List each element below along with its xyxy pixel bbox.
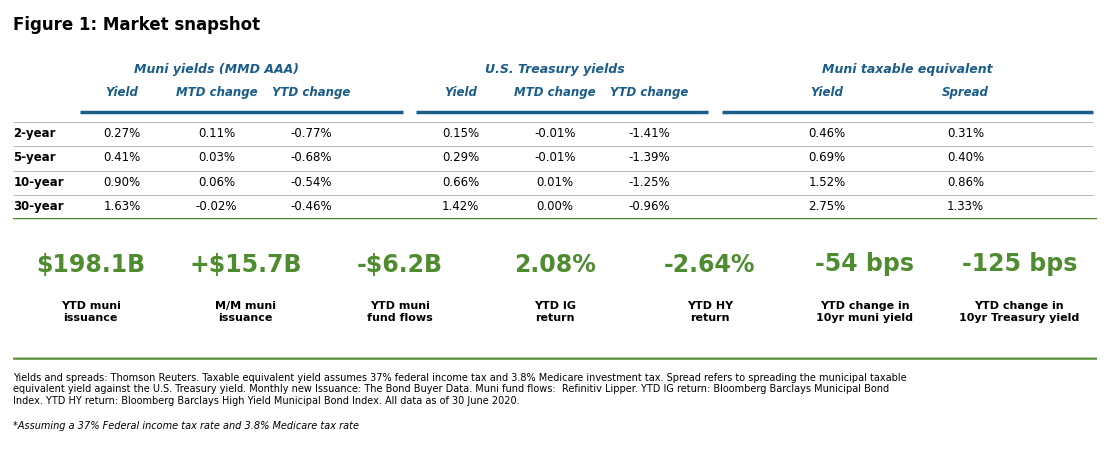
- Text: 0.69%: 0.69%: [808, 151, 846, 164]
- Text: YTD change in
10yr muni yield: YTD change in 10yr muni yield: [816, 301, 914, 322]
- Text: 10-year: 10-year: [13, 175, 64, 188]
- Text: -54 bps: -54 bps: [815, 252, 914, 276]
- Text: -0.02%: -0.02%: [195, 200, 238, 213]
- Text: Yield: Yield: [105, 86, 139, 99]
- Text: YTD change: YTD change: [272, 86, 350, 99]
- Text: -0.77%: -0.77%: [290, 127, 332, 140]
- Text: 0.15%: 0.15%: [442, 127, 480, 140]
- Text: 1.63%: 1.63%: [103, 200, 141, 213]
- Text: 1.42%: 1.42%: [442, 200, 480, 213]
- Text: MTD change: MTD change: [175, 86, 258, 99]
- Text: 0.40%: 0.40%: [947, 151, 985, 164]
- Text: MTD change: MTD change: [514, 86, 596, 99]
- Text: YTD muni
issuance: YTD muni issuance: [61, 301, 121, 322]
- Text: 1.52%: 1.52%: [808, 175, 846, 188]
- Text: Muni taxable equivalent: Muni taxable equivalent: [823, 63, 992, 76]
- Text: 2.08%: 2.08%: [514, 252, 596, 276]
- Text: -2.64%: -2.64%: [664, 252, 756, 276]
- Text: -1.39%: -1.39%: [628, 151, 670, 164]
- Text: 0.66%: 0.66%: [442, 175, 480, 188]
- Text: -0.46%: -0.46%: [290, 200, 332, 213]
- Text: *Assuming a 37% Federal income tax rate and 3.8% Medicare tax rate: *Assuming a 37% Federal income tax rate …: [13, 420, 360, 430]
- Text: 2-year: 2-year: [13, 127, 56, 140]
- Text: -1.41%: -1.41%: [628, 127, 670, 140]
- Text: 0.03%: 0.03%: [198, 151, 235, 164]
- Text: Yield: Yield: [810, 86, 844, 99]
- Text: 0.46%: 0.46%: [808, 127, 846, 140]
- Text: 30-year: 30-year: [13, 200, 64, 213]
- Text: -0.01%: -0.01%: [534, 151, 576, 164]
- Text: YTD change: YTD change: [610, 86, 688, 99]
- Text: -1.25%: -1.25%: [628, 175, 670, 188]
- Text: 0.90%: 0.90%: [103, 175, 141, 188]
- Text: 0.29%: 0.29%: [442, 151, 480, 164]
- Text: YTD change in
10yr Treasury yield: YTD change in 10yr Treasury yield: [959, 301, 1079, 322]
- Text: +$15.7B: +$15.7B: [189, 252, 302, 276]
- Text: -0.01%: -0.01%: [534, 127, 576, 140]
- Text: M/M muni
issuance: M/M muni issuance: [215, 301, 276, 322]
- Text: 0.11%: 0.11%: [198, 127, 235, 140]
- Text: Yields and spreads: Thomson Reuters. Taxable equivalent yield assumes 37% federa: Yields and spreads: Thomson Reuters. Tax…: [13, 372, 907, 405]
- Text: YTD IG
return: YTD IG return: [534, 301, 576, 322]
- Text: YTD HY
return: YTD HY return: [687, 301, 733, 322]
- Text: -$6.2B: -$6.2B: [357, 252, 443, 276]
- FancyBboxPatch shape: [0, 219, 1110, 359]
- Text: -0.54%: -0.54%: [290, 175, 332, 188]
- Text: Spread: Spread: [942, 86, 989, 99]
- Text: -0.68%: -0.68%: [290, 151, 332, 164]
- Text: Muni yields (MMD AAA): Muni yields (MMD AAA): [134, 63, 299, 76]
- Text: 0.86%: 0.86%: [947, 175, 985, 188]
- Text: YTD muni
fund flows: YTD muni fund flows: [367, 301, 433, 322]
- Text: 0.27%: 0.27%: [103, 127, 141, 140]
- Text: 5-year: 5-year: [13, 151, 56, 164]
- Text: -0.96%: -0.96%: [628, 200, 670, 213]
- Text: 0.06%: 0.06%: [198, 175, 235, 188]
- Text: 0.01%: 0.01%: [536, 175, 574, 188]
- Text: 2.75%: 2.75%: [808, 200, 846, 213]
- Text: -125 bps: -125 bps: [961, 252, 1077, 276]
- Text: Figure 1: Market snapshot: Figure 1: Market snapshot: [13, 16, 261, 34]
- Text: 0.31%: 0.31%: [947, 127, 985, 140]
- Text: 0.00%: 0.00%: [536, 200, 574, 213]
- Text: U.S. Treasury yields: U.S. Treasury yields: [485, 63, 625, 76]
- Text: 0.41%: 0.41%: [103, 151, 141, 164]
- Text: $198.1B: $198.1B: [37, 252, 145, 276]
- Text: 1.33%: 1.33%: [947, 200, 985, 213]
- Text: Yield: Yield: [444, 86, 477, 99]
